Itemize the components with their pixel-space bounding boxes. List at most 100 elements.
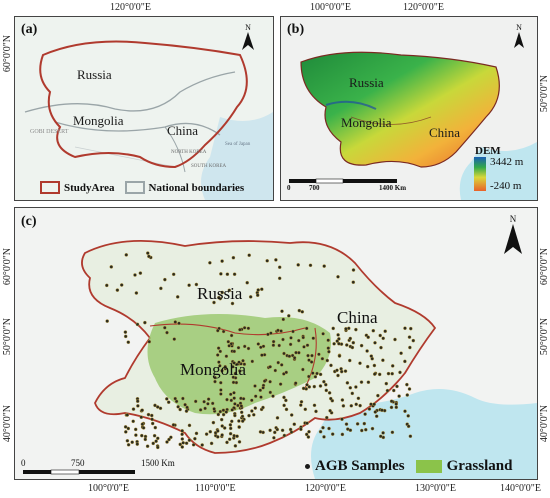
sample-point — [373, 340, 377, 345]
sample-point — [302, 345, 306, 349]
sample-point — [224, 410, 229, 414]
north-arrow-icon — [514, 32, 524, 48]
sample-point — [136, 404, 140, 408]
sample-point — [145, 251, 150, 255]
dem-max: 3442 m — [490, 156, 524, 168]
sample-point — [381, 431, 385, 435]
sample-point — [250, 359, 255, 364]
sample-point — [231, 364, 235, 369]
sample-point — [377, 372, 382, 377]
scale-b-700: 700 — [309, 184, 320, 192]
sample-point — [337, 341, 341, 346]
sample-point — [298, 403, 303, 407]
sample-point — [385, 388, 390, 393]
sample-point — [318, 429, 323, 434]
sample-point — [227, 288, 232, 293]
sample-point — [271, 343, 276, 347]
scale-b-0: 0 — [287, 184, 291, 192]
sample-point — [390, 364, 395, 368]
sample-point — [184, 441, 189, 445]
sample-point — [125, 438, 130, 443]
sample-point — [269, 331, 273, 335]
sample-point — [225, 272, 230, 276]
legend-sample-label: AGB Samples — [315, 458, 405, 474]
sample-point — [322, 264, 327, 268]
sample-point — [305, 421, 309, 425]
sample-point — [135, 399, 140, 403]
sample-point — [371, 328, 376, 333]
sample-point — [327, 349, 331, 354]
sample-point — [241, 358, 245, 363]
lat-tick-c-50: 50°0'0"N — [2, 318, 13, 356]
sample-point — [372, 372, 377, 376]
sample-point — [405, 393, 410, 397]
sample-point — [321, 332, 325, 336]
sample-point — [153, 403, 157, 408]
sample-point — [208, 261, 212, 265]
dem-surface — [300, 51, 500, 168]
sample-point — [119, 283, 124, 287]
sample-point — [150, 421, 155, 426]
sample-point — [297, 308, 302, 313]
sample-point — [299, 427, 303, 432]
sample-point — [282, 395, 286, 400]
sample-point — [306, 374, 311, 379]
sample-point — [380, 408, 384, 412]
sample-point — [304, 326, 309, 331]
sample-point — [340, 432, 345, 437]
sample-point — [331, 326, 336, 331]
sample-point — [272, 435, 276, 440]
sample-point — [134, 433, 138, 437]
sample-point — [230, 301, 235, 306]
sample-point — [131, 407, 136, 411]
lat-tick-b: 50°0'0"N — [539, 75, 550, 113]
sample-point — [141, 426, 146, 430]
sample-point — [242, 362, 247, 366]
dem-min: -240 m — [490, 180, 522, 192]
sample-point — [268, 379, 272, 384]
sample-point — [289, 336, 293, 340]
panel-c-label: (c) — [21, 214, 37, 229]
sample-point — [397, 394, 401, 398]
sample-point — [318, 372, 323, 377]
sample-point — [155, 445, 160, 450]
sample-point — [176, 404, 180, 409]
north-arrow-icon — [504, 224, 522, 254]
sample-point — [366, 380, 371, 384]
sample-point — [407, 335, 412, 339]
sample-point — [232, 433, 236, 438]
sample-point — [386, 371, 391, 376]
panel-c-map — [15, 208, 537, 479]
sample-point — [336, 333, 340, 337]
sample-point — [180, 437, 185, 441]
sample-point — [301, 367, 305, 372]
sample-point — [181, 396, 185, 401]
sample-point — [347, 358, 352, 363]
sample-point — [238, 327, 242, 332]
sample-point — [275, 416, 280, 420]
minor-label-sea: Sea of Japan — [225, 142, 251, 147]
sample-point — [222, 426, 227, 430]
lon-tick-c-140: 140°0'0"E — [500, 483, 541, 494]
sample-point — [167, 437, 171, 442]
panel-a-map — [15, 17, 273, 200]
sample-point — [229, 333, 234, 338]
sample-point — [164, 397, 169, 401]
sample-point — [281, 317, 286, 322]
sample-point — [236, 403, 240, 408]
sample-point — [317, 352, 321, 357]
sample-point — [215, 328, 220, 333]
sample-point — [355, 422, 360, 426]
sample-point — [403, 409, 407, 413]
sample-point — [381, 358, 385, 362]
sample-point — [308, 263, 313, 268]
sample-point — [289, 413, 294, 417]
sample-point — [384, 381, 389, 386]
sample-point — [325, 358, 330, 363]
sample-point — [230, 408, 234, 412]
sample-point — [220, 368, 224, 373]
country-label-china: China — [429, 125, 461, 140]
sample-point — [218, 349, 223, 354]
sample-point — [238, 401, 243, 405]
sample-point — [272, 430, 277, 435]
